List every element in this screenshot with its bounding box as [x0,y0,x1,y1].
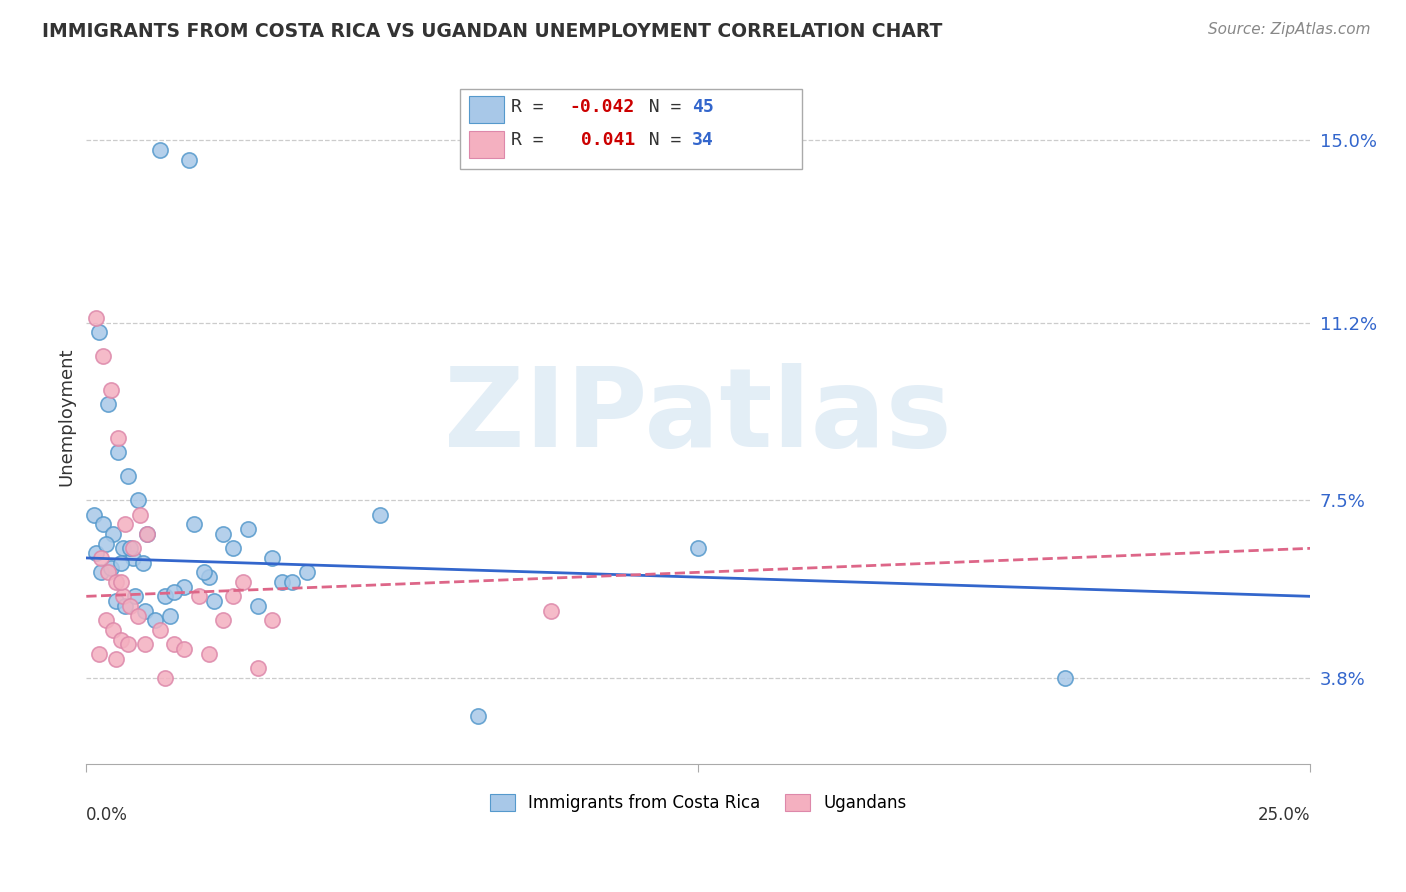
Point [100,383,122,397]
Text: ZIPatlas: ZIPatlas [444,363,952,470]
Point [127,493,149,508]
FancyBboxPatch shape [460,89,803,169]
Point [111,541,134,556]
Point [246,599,269,613]
Point [100,560,122,574]
Point [121,541,143,556]
Point [120,599,142,613]
Point [222,590,245,604]
Point [153,671,176,685]
Point [110,556,132,570]
Point [193,566,215,580]
Text: -0.042: -0.042 [569,98,636,116]
Point [173,580,195,594]
Point [136,527,159,541]
Point [149,143,172,157]
Point [262,613,284,627]
Point [120,541,142,556]
Point [222,541,245,556]
Point [149,623,172,637]
Point [110,632,132,647]
Point [110,574,132,589]
Point [134,637,156,651]
Point [114,599,136,613]
Point [163,637,186,651]
Point [124,590,146,604]
Point [281,574,304,589]
Point [540,604,562,618]
Text: 0.0%: 0.0% [86,806,128,824]
Point [295,566,318,580]
Text: N =: N = [627,131,693,149]
Point [129,508,152,522]
Point [212,613,235,627]
Point [127,608,149,623]
Text: Source: ZipAtlas.com: Source: ZipAtlas.com [1208,22,1371,37]
Point [246,661,269,675]
Point [197,647,219,661]
Point [103,623,125,637]
Point [136,527,159,541]
Point [94,613,117,627]
Point [232,574,254,589]
Point [153,590,176,604]
Point [93,350,115,364]
Point [134,604,156,618]
Text: N =: N = [627,98,693,116]
Point [117,469,139,483]
Text: 45: 45 [692,98,714,116]
Point [103,527,125,541]
FancyBboxPatch shape [470,96,503,123]
Point [467,709,489,723]
Point [107,431,129,445]
Legend: Immigrants from Costa Rica, Ugandans: Immigrants from Costa Rica, Ugandans [482,787,914,819]
Point [104,651,127,665]
Point [271,574,294,589]
Text: IMMIGRANTS FROM COSTA RICA VS UGANDAN UNEMPLOYMENT CORRELATION CHART: IMMIGRANTS FROM COSTA RICA VS UGANDAN UN… [42,22,942,41]
Point [93,517,115,532]
Point [163,584,186,599]
Text: R =: R = [510,131,554,149]
Point [104,574,127,589]
Point [368,508,391,522]
Point [197,570,219,584]
Point [97,566,120,580]
Point [236,522,259,536]
Point [90,550,112,565]
Point [97,397,120,411]
Point [159,608,181,623]
Point [111,590,134,604]
Point [90,566,112,580]
Text: 34: 34 [692,131,714,149]
Point [187,590,209,604]
Y-axis label: Unemployment: Unemployment [58,347,75,485]
Text: 25.0%: 25.0% [1257,806,1310,824]
Point [688,541,710,556]
FancyBboxPatch shape [470,131,503,158]
Point [262,550,284,565]
Point [1054,671,1077,685]
Point [131,556,153,570]
Point [177,153,200,167]
Point [87,326,110,340]
Point [173,642,195,657]
Point [143,613,166,627]
Point [83,508,105,522]
Point [104,594,127,608]
Point [107,445,129,459]
Point [121,550,143,565]
Point [202,594,225,608]
Text: R =: R = [510,98,554,116]
Point [84,546,107,560]
Point [84,311,107,326]
Text: 0.041: 0.041 [569,131,636,149]
Point [114,517,136,532]
Point [212,527,235,541]
Point [87,647,110,661]
Point [183,517,205,532]
Point [117,637,139,651]
Point [94,536,117,550]
